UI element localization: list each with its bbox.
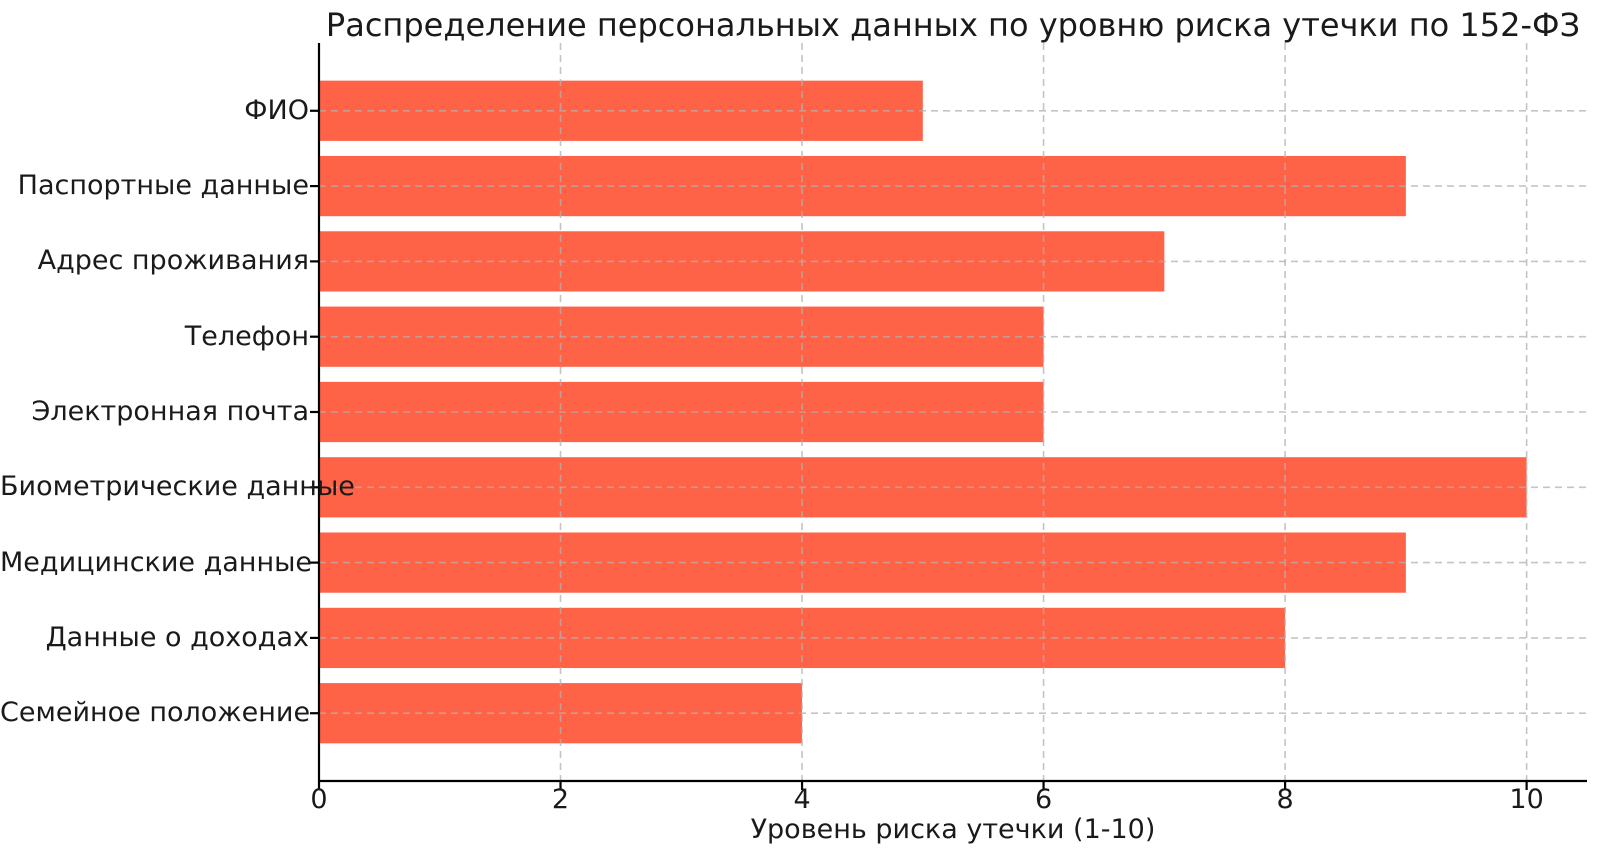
x-axis-title: Уровень риска утечки (1-10) (750, 814, 1156, 845)
x-tick-label-0: 0 (310, 784, 328, 815)
x-tick-label-10: 10 (1509, 784, 1544, 815)
y-tick-label-3: Телефон (184, 320, 309, 352)
y-tick-label-6: Медицинские данные (0, 546, 313, 578)
x-tick-label-8: 8 (1276, 784, 1294, 815)
y-tick-label-5: Биометрические данные (0, 471, 355, 503)
x-tick-label-6: 6 (1034, 784, 1053, 815)
y-tick-label-2: Адрес проживания (37, 245, 309, 277)
y-tick-label-0: ФИО (244, 94, 309, 126)
y-tick-label-7: Данные о доходах (45, 621, 309, 653)
y-tick-label-1: Паспортные данные (17, 170, 309, 202)
chart-title: Распределение персональных данных по уро… (325, 6, 1581, 44)
y-tick-label-8: Семейное положение (0, 697, 311, 729)
y-tick-label-4: Электронная почта (31, 396, 310, 427)
x-tick-label-2: 2 (551, 784, 570, 815)
x-tick-label-4: 4 (793, 784, 811, 815)
